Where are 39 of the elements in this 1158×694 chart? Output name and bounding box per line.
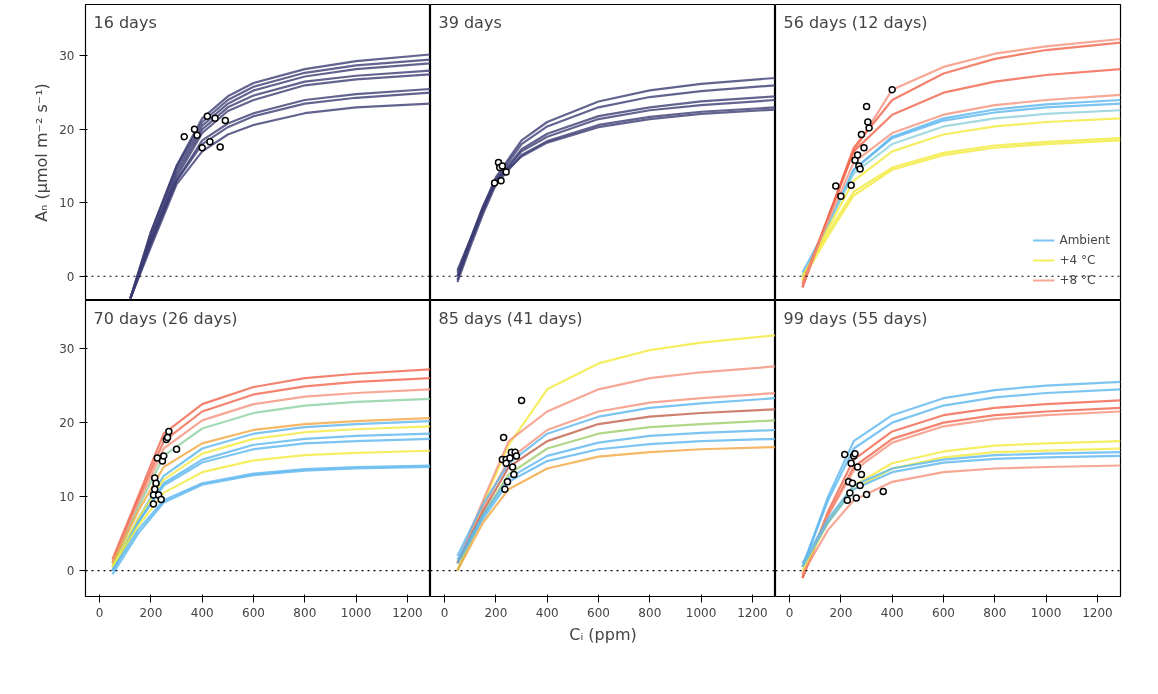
x-tick-label: 1000 <box>685 605 717 620</box>
text: 56 days (12 days) <box>783 12 928 32</box>
x-tick-label: 200 <box>829 605 853 620</box>
x-tick-label: 600 <box>587 605 610 620</box>
text: 39 days <box>438 12 502 32</box>
y-tick-label: 10 <box>59 490 75 505</box>
x-tick-label: 400 <box>880 605 904 620</box>
x-tick-label: 200 <box>139 605 163 620</box>
x-tick-label: 200 <box>484 605 508 620</box>
y-tick-label: 20 <box>59 122 75 137</box>
text: 99 days (55 days) <box>783 308 928 328</box>
x-tick-label: 400 <box>190 605 214 620</box>
x-tick-label: 0 <box>785 605 794 620</box>
text: 16 days <box>93 12 157 32</box>
x-tick-label: 1200 <box>392 605 423 620</box>
legend-label: +4 °C <box>1059 253 1096 267</box>
legend-label: Ambient <box>1059 233 1110 247</box>
x-tick-label: 1200 <box>1082 605 1113 620</box>
y-tick-label: 20 <box>59 416 75 431</box>
x-tick-label: 1200 <box>737 605 768 620</box>
text: 85 days (41 days) <box>438 308 583 328</box>
x-tick-label: 1000 <box>340 605 372 620</box>
x-tick-label: 800 <box>638 605 662 620</box>
x-tick-label: 800 <box>983 605 1007 620</box>
y-tick-label: 0 <box>66 269 75 284</box>
x-tick-label: 600 <box>932 605 955 620</box>
y-tick-label: 0 <box>66 564 75 579</box>
y-tick-label: 30 <box>59 342 75 357</box>
x-axis-title: Cᵢ (ppm) <box>569 624 637 644</box>
x-tick-label: 0 <box>440 605 449 620</box>
x-tick-label: 1000 <box>1030 605 1062 620</box>
x-tick-label: 600 <box>242 605 265 620</box>
y-axis-title: Aₙ (μmol m⁻² s⁻¹) <box>32 83 52 222</box>
x-tick-label: 800 <box>293 605 317 620</box>
text: 70 days (26 days) <box>93 308 238 328</box>
y-tick-label: 10 <box>59 196 75 211</box>
y-tick-label: 30 <box>59 49 75 64</box>
x-tick-label: 400 <box>535 605 559 620</box>
x-tick-label: 0 <box>95 605 104 620</box>
